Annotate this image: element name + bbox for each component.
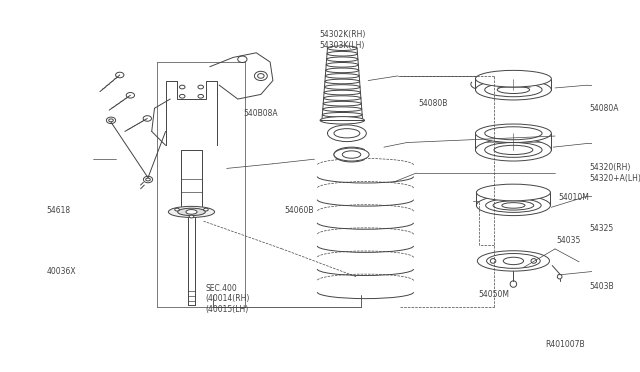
Text: 54010M: 54010M: [559, 193, 589, 202]
Ellipse shape: [477, 251, 550, 271]
Ellipse shape: [186, 209, 197, 214]
Ellipse shape: [476, 184, 550, 201]
Ellipse shape: [484, 83, 542, 97]
Ellipse shape: [497, 86, 529, 93]
Text: 54080A: 54080A: [589, 104, 619, 113]
Ellipse shape: [503, 257, 524, 264]
Text: 5403B: 5403B: [589, 282, 614, 291]
Ellipse shape: [204, 208, 208, 211]
Text: SEC.400
(40014(RH)
(40015(LH): SEC.400 (40014(RH) (40015(LH): [205, 284, 250, 314]
Ellipse shape: [476, 124, 551, 142]
Text: 54618: 54618: [46, 206, 70, 215]
Text: 54325: 54325: [589, 224, 614, 233]
Text: 40036X: 40036X: [46, 267, 76, 276]
Ellipse shape: [476, 70, 551, 87]
Ellipse shape: [486, 199, 541, 212]
Ellipse shape: [484, 142, 542, 157]
Text: 54302K(RH)
54303K(LH): 54302K(RH) 54303K(LH): [319, 30, 365, 49]
Ellipse shape: [178, 208, 205, 216]
Ellipse shape: [493, 201, 534, 210]
Text: 54320(RH)
54320+A(LH): 54320(RH) 54320+A(LH): [589, 163, 640, 183]
Text: 54035: 54035: [556, 236, 580, 245]
Text: R401007B: R401007B: [545, 340, 584, 349]
Ellipse shape: [476, 139, 551, 161]
Ellipse shape: [320, 116, 364, 124]
Ellipse shape: [334, 129, 360, 138]
Text: 540B08A: 540B08A: [243, 109, 278, 118]
Ellipse shape: [334, 148, 369, 161]
Ellipse shape: [484, 127, 542, 140]
Text: 54080B: 54080B: [418, 99, 447, 108]
Ellipse shape: [486, 254, 540, 268]
Ellipse shape: [502, 203, 525, 208]
Ellipse shape: [168, 206, 214, 218]
Ellipse shape: [476, 195, 550, 216]
Ellipse shape: [494, 145, 533, 154]
Ellipse shape: [476, 80, 551, 100]
Text: 54050M: 54050M: [478, 290, 509, 299]
Ellipse shape: [328, 125, 366, 142]
Text: 54060B: 54060B: [284, 206, 314, 215]
Ellipse shape: [175, 208, 179, 211]
Ellipse shape: [189, 215, 194, 218]
Ellipse shape: [342, 151, 361, 158]
